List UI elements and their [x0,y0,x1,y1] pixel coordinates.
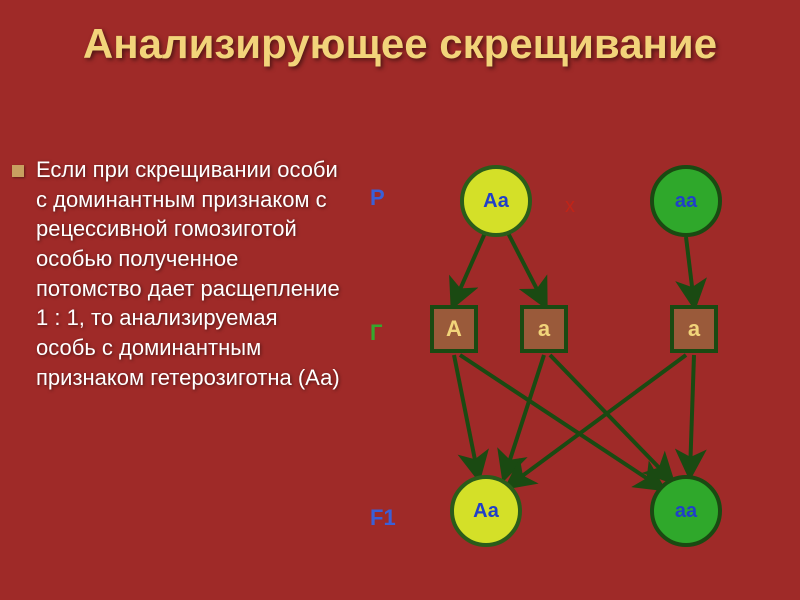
arrow-layer [350,155,790,585]
arrow [454,233,485,303]
bullet-icon [12,165,24,177]
bullet-row: Если при скрещивании особи с доминантным… [12,155,342,393]
gamete-node: а [520,305,568,353]
row-label: F1 [370,505,396,531]
body-text: Если при скрещивании особи с доминантным… [36,155,342,393]
gamete-node: а [670,305,718,353]
arrow [510,355,686,485]
genetics-diagram: PГF1хАаааАааАааа [350,155,790,585]
arrow [508,233,544,303]
organism-node: аа [650,475,722,547]
organism-node: Аа [450,475,522,547]
arrow [686,237,694,303]
gamete-node: А [430,305,478,353]
arrow [550,355,670,479]
cross-symbol: х [565,195,575,218]
arrow [690,355,694,473]
arrow [505,355,544,475]
slide-title: Анализирующее скрещивание [0,0,800,68]
row-label: P [370,185,385,211]
arrow [454,355,478,475]
organism-node: Аа [460,165,532,237]
row-label: Г [370,320,382,346]
text-block: Если при скрещивании особи с доминантным… [12,155,342,393]
slide: Анализирующее скрещивание Если при скрещ… [0,0,800,600]
organism-node: аа [650,165,722,237]
arrow [460,355,660,487]
